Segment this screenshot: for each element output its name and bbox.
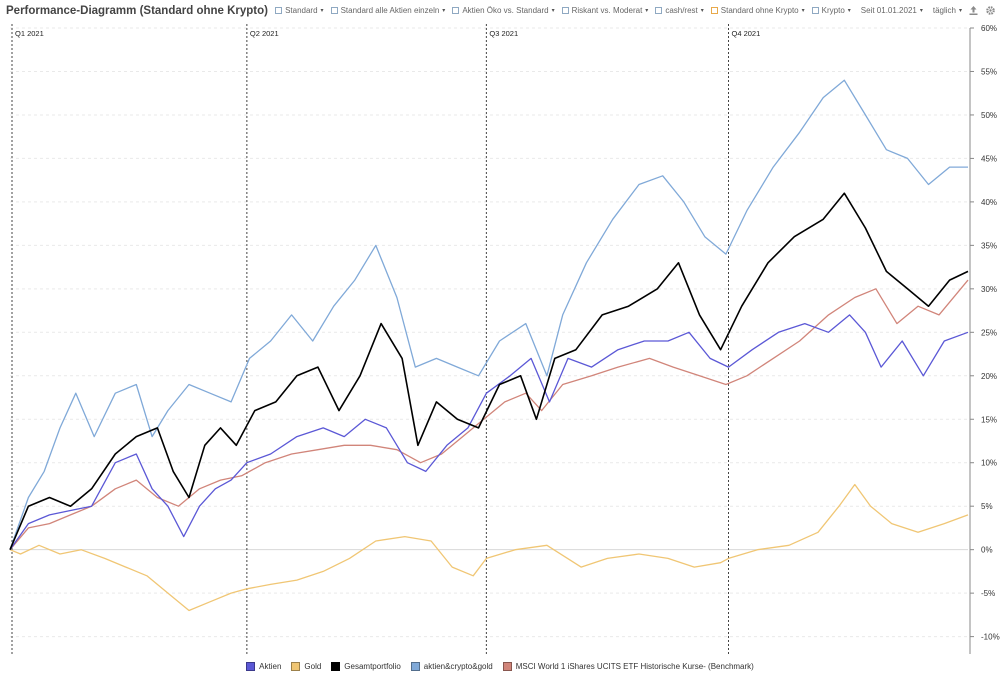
y-tick-label: 10% xyxy=(981,459,997,468)
portfolio-tab-label: Standard ohne Krypto xyxy=(720,6,799,15)
gear-icon[interactable] xyxy=(985,5,996,16)
y-tick-label: -5% xyxy=(981,589,995,598)
series-line xyxy=(9,314,969,551)
y-tick-label: -10% xyxy=(981,633,1000,642)
chevron-down-icon: ▾ xyxy=(442,8,446,14)
chevron-down-icon: ▾ xyxy=(320,8,324,14)
y-tick-label: 0% xyxy=(981,546,993,555)
legend-swatch xyxy=(410,662,420,671)
chevron-down-icon: ▾ xyxy=(847,8,851,14)
checkbox-icon xyxy=(561,7,569,14)
chevron-down-icon: ▾ xyxy=(551,8,555,14)
legend-label: Aktien xyxy=(259,662,282,671)
portfolio-tab[interactable]: Standard ohne Krypto ▾ xyxy=(710,6,805,15)
legend-item[interactable]: Gesamtportfolio xyxy=(331,662,401,671)
y-tick-label: 40% xyxy=(981,198,997,207)
quarter-markers: Q1 2021 Q2 2021 Q3 2021 Q4 2021 xyxy=(11,24,761,654)
series-lines xyxy=(9,79,969,612)
y-tick-label: 20% xyxy=(981,372,997,381)
chevron-down-icon: ▾ xyxy=(801,8,805,14)
toolbar: Standard ▾ Standard alle Aktien einzeln ▾ Ak… xyxy=(268,5,996,16)
portfolio-tab[interactable]: Krypto ▾ xyxy=(811,6,851,15)
chevron-down-icon: ▾ xyxy=(958,8,962,14)
quarter-label: Q4 2021 xyxy=(732,29,761,38)
portfolio-tab-label: Riskant vs. Moderat xyxy=(571,6,643,15)
checkbox-icon xyxy=(655,7,663,14)
checkbox-icon xyxy=(452,7,460,14)
interval-label: täglich xyxy=(932,6,956,15)
upload-icon[interactable] xyxy=(968,5,979,16)
portfolio-tab-label: Standard xyxy=(285,6,318,15)
y-tick-label: 5% xyxy=(981,502,993,511)
legend-label: Gold xyxy=(304,662,322,671)
y-tick-label: 50% xyxy=(981,111,997,120)
legend-label: Gesamtportfolio xyxy=(344,662,401,671)
grid xyxy=(10,27,968,638)
portfolio-tab-label: Krypto xyxy=(821,6,845,15)
y-axis: -10% -5% 0% 5% 10% 15% 20% 25% 30% 35% 40% 45% 50% 55… xyxy=(969,24,1000,654)
y-tick-label: 55% xyxy=(981,67,997,76)
portfolio-tab[interactable]: Standard ▾ xyxy=(275,6,324,15)
series-line xyxy=(9,192,969,551)
portfolio-tab[interactable]: Aktien Öko vs. Standard ▾ xyxy=(452,6,555,15)
y-tick-label: 15% xyxy=(981,415,997,424)
quarter-label: Q1 2021 xyxy=(15,29,44,38)
y-tick-label: 25% xyxy=(981,328,997,337)
interval-dropdown[interactable]: täglich ▾ xyxy=(933,6,962,15)
chevron-down-icon: ▾ xyxy=(919,8,923,14)
chart-legend: Aktien Gold Gesamtportfolio aktien&crypto&g… xyxy=(0,662,1000,671)
legend-item[interactable]: Aktien xyxy=(246,662,281,671)
legend-item[interactable]: MSCI World 1 iShares UCITS ETF Historisc… xyxy=(502,662,754,671)
portfolio-tab[interactable]: Standard alle Aktien einzeln ▾ xyxy=(330,6,446,15)
since-label: Seit 01.01.2021 xyxy=(860,6,917,15)
chevron-down-icon: ▾ xyxy=(645,8,649,14)
y-tick-label: 45% xyxy=(981,154,997,163)
legend-label: aktien&crypto&gold xyxy=(423,662,493,671)
chevron-down-icon: ▾ xyxy=(700,8,704,14)
series-line xyxy=(9,279,969,551)
portfolio-tab[interactable]: cash/rest ▾ xyxy=(655,6,704,15)
checkbox-icon xyxy=(811,7,819,14)
portfolio-tabs: Standard ▾ Standard alle Aktien einzeln ▾ Ak… xyxy=(268,6,851,15)
legend-swatch xyxy=(291,662,301,671)
series-line xyxy=(9,483,969,612)
legend-label: MSCI World 1 iShares UCITS ETF Historisc… xyxy=(515,662,754,671)
legend-swatch xyxy=(246,662,256,671)
legend-swatch xyxy=(502,662,512,671)
portfolio-tab-label: Standard alle Aktien einzeln xyxy=(340,6,440,15)
legend-item[interactable]: aktien&crypto&gold xyxy=(410,662,493,671)
quarter-label: Q2 2021 xyxy=(250,29,279,38)
y-tick-label: 60% xyxy=(981,24,997,33)
checkbox-icon xyxy=(275,7,283,14)
performance-chart: Q1 2021 Q2 2021 Q3 2021 Q4 2021 -10% -5% 0% 5%… xyxy=(9,24,1000,654)
page-title: Performance-Diagramm (Standard ohne Kryp… xyxy=(6,5,268,17)
portfolio-tab-label: cash/rest xyxy=(665,6,698,15)
portfolio-tab[interactable]: Riskant vs. Moderat ▾ xyxy=(561,6,649,15)
legend-item[interactable]: Gold xyxy=(291,662,321,671)
top-bar: Performance-Diagramm (Standard ohne Kryp… xyxy=(0,0,1000,24)
y-tick-label: 35% xyxy=(981,241,997,250)
series-line xyxy=(9,79,968,550)
checkbox-icon xyxy=(330,7,338,14)
since-dropdown[interactable]: Seit 01.01.2021 ▾ xyxy=(861,6,923,15)
legend-swatch xyxy=(331,662,341,671)
quarter-label: Q3 2021 xyxy=(489,29,518,38)
portfolio-tab-label: Aktien Öko vs. Standard xyxy=(462,6,549,15)
y-tick-label: 30% xyxy=(981,285,997,294)
checkbox-icon xyxy=(710,7,718,14)
